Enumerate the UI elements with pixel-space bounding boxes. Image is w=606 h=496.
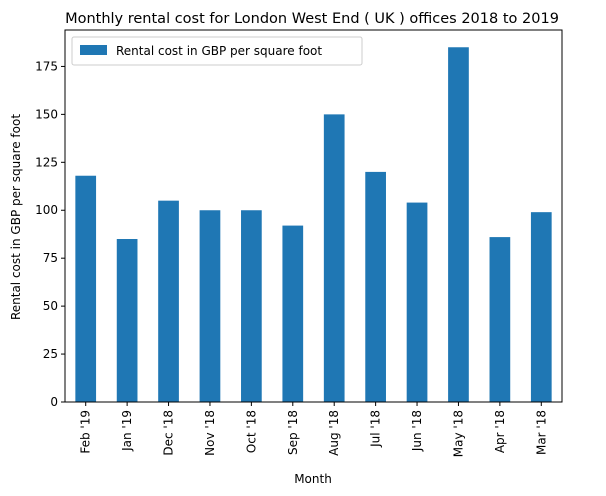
bar (530, 212, 552, 402)
legend-swatch (80, 45, 107, 55)
bar (406, 202, 428, 402)
bars-group (75, 47, 552, 403)
y-axis-label: Rental cost in GBP per square foot (9, 114, 23, 320)
y-tick-label: 150 (35, 107, 58, 121)
y-tick-label: 125 (35, 155, 58, 169)
x-tick-label: Jul '18 (369, 410, 383, 448)
legend: Rental cost in GBP per square foot (71, 36, 363, 66)
x-axis-label: Month (294, 472, 332, 486)
x-tick-label: Sep '18 (286, 410, 300, 455)
x-tick-label: Feb '19 (79, 410, 93, 454)
legend-label: Rental cost in GBP per square foot (116, 44, 322, 58)
x-axis-ticks: Feb '19 Jan '19 Dec '18 Nov '18 Oct '18 Sep '… (79, 402, 548, 457)
y-tick-label: 100 (35, 203, 58, 217)
bar (489, 237, 511, 402)
bar (365, 171, 386, 402)
bar (116, 239, 138, 402)
bar (158, 200, 179, 402)
bar (448, 47, 469, 403)
y-tick-label: 0 (50, 395, 58, 409)
bar (75, 175, 97, 402)
y-axis-ticks: 0 25 50 75 100 125 150 175 (35, 59, 65, 409)
y-tick-label: 75 (43, 251, 58, 265)
plot-frame (64, 29, 563, 403)
y-tick-label: 50 (43, 299, 58, 313)
x-tick-label: Dec '18 (162, 410, 176, 456)
x-tick-label: Apr '18 (493, 410, 507, 453)
legend-box (71, 36, 363, 66)
bar (323, 114, 345, 403)
chart-title: Monthly rental cost for London West End … (65, 11, 559, 27)
x-tick-label: Aug '18 (327, 410, 341, 456)
bar (241, 210, 262, 402)
x-tick-label: Nov '18 (203, 410, 217, 456)
x-tick-label: Oct '18 (244, 410, 258, 453)
x-tick-label: May '18 (451, 410, 465, 457)
bar (282, 225, 304, 402)
bar (199, 210, 221, 402)
x-tick-label: Jan '19 (120, 410, 134, 452)
y-tick-label: 25 (43, 347, 58, 361)
y-tick-label: 175 (35, 59, 58, 73)
x-tick-label: Jun '18 (410, 410, 424, 452)
x-tick-label: Mar '18 (534, 410, 548, 455)
